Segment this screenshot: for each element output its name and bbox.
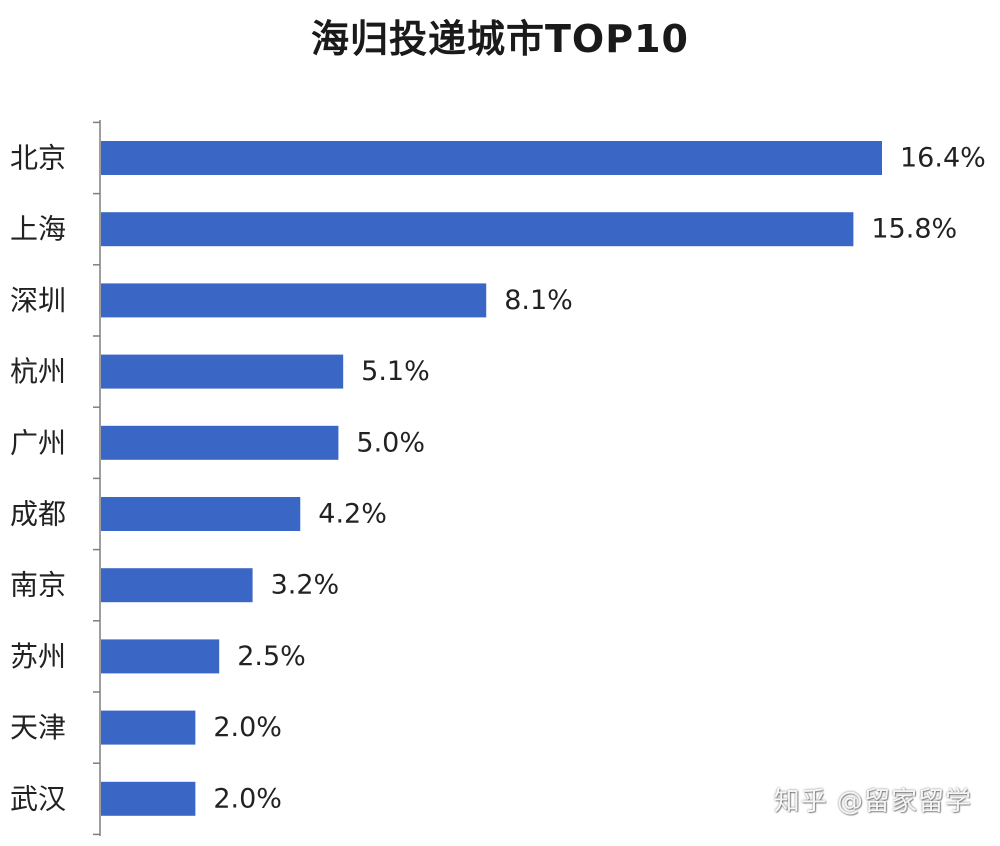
value-label: 8.1% — [504, 285, 573, 316]
category-label: 成都 — [10, 498, 66, 531]
value-label: 2.0% — [213, 783, 282, 814]
bar-2 — [101, 212, 854, 247]
value-label: 16.4% — [900, 143, 986, 174]
category-label: 杭州 — [10, 355, 66, 388]
bars-layer — [101, 141, 882, 816]
category-label: 南京 — [10, 569, 66, 602]
bar-1 — [101, 141, 882, 175]
category-label: 武汉 — [10, 782, 66, 815]
bar-9 — [101, 710, 196, 745]
category-label: 深圳 — [10, 284, 66, 317]
bar-5 — [101, 425, 339, 460]
value-label: 5.0% — [356, 427, 425, 458]
value-label: 2.5% — [237, 641, 306, 672]
labels-layer: 北京 16.4% 上海 15.8% 深圳 8.1% 杭州 5.1% 广州 5.0% 成都 4.2% 南京… — [10, 142, 986, 816]
axis-layer — [93, 120, 101, 836]
bar-3 — [101, 283, 487, 318]
category-label: 苏州 — [10, 640, 66, 673]
value-label: 5.1% — [361, 356, 430, 387]
value-label: 15.8% — [871, 214, 957, 245]
bar-8 — [101, 639, 220, 674]
chart-title: 海归投递城市TOP10 — [311, 17, 689, 61]
bar-10 — [101, 781, 196, 816]
value-label: 2.0% — [213, 712, 282, 743]
value-label: 4.2% — [318, 499, 387, 530]
watermark-text: 知乎 @留家留学 — [773, 787, 972, 817]
bar-4 — [101, 354, 344, 389]
bar-7 — [101, 568, 253, 603]
category-label: 天津 — [10, 711, 66, 744]
bar-6 — [101, 497, 301, 531]
category-label: 北京 — [10, 142, 66, 175]
category-label: 上海 — [10, 213, 66, 246]
value-label: 3.2% — [271, 570, 340, 601]
category-label: 广州 — [10, 426, 66, 459]
